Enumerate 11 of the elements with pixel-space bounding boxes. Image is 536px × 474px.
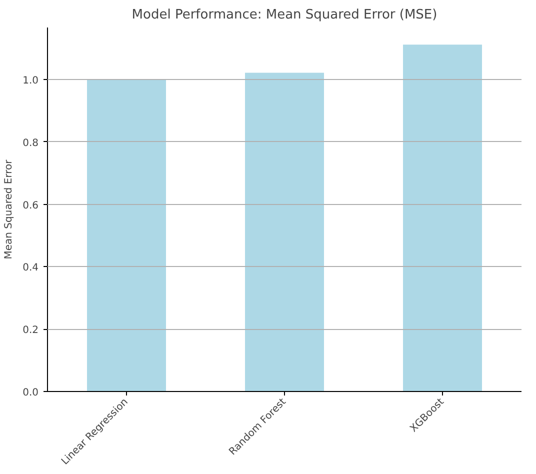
y-tick-label: 0.6 <box>22 200 39 212</box>
bar <box>403 44 482 392</box>
y-tick-label: 0.8 <box>22 138 39 149</box>
y-tick-label: 1.0 <box>22 76 39 87</box>
bar <box>87 80 166 392</box>
y-axis-title: Mean Squared Error <box>4 158 15 260</box>
bar <box>245 72 324 392</box>
y-tick-label: 0.4 <box>22 262 39 274</box>
chart-title: Model Performance: Mean Squared Error (MSE) <box>132 8 438 22</box>
y-tick-label: 0.0 <box>22 388 39 398</box>
y-tick-label: 0.2 <box>22 325 39 336</box>
